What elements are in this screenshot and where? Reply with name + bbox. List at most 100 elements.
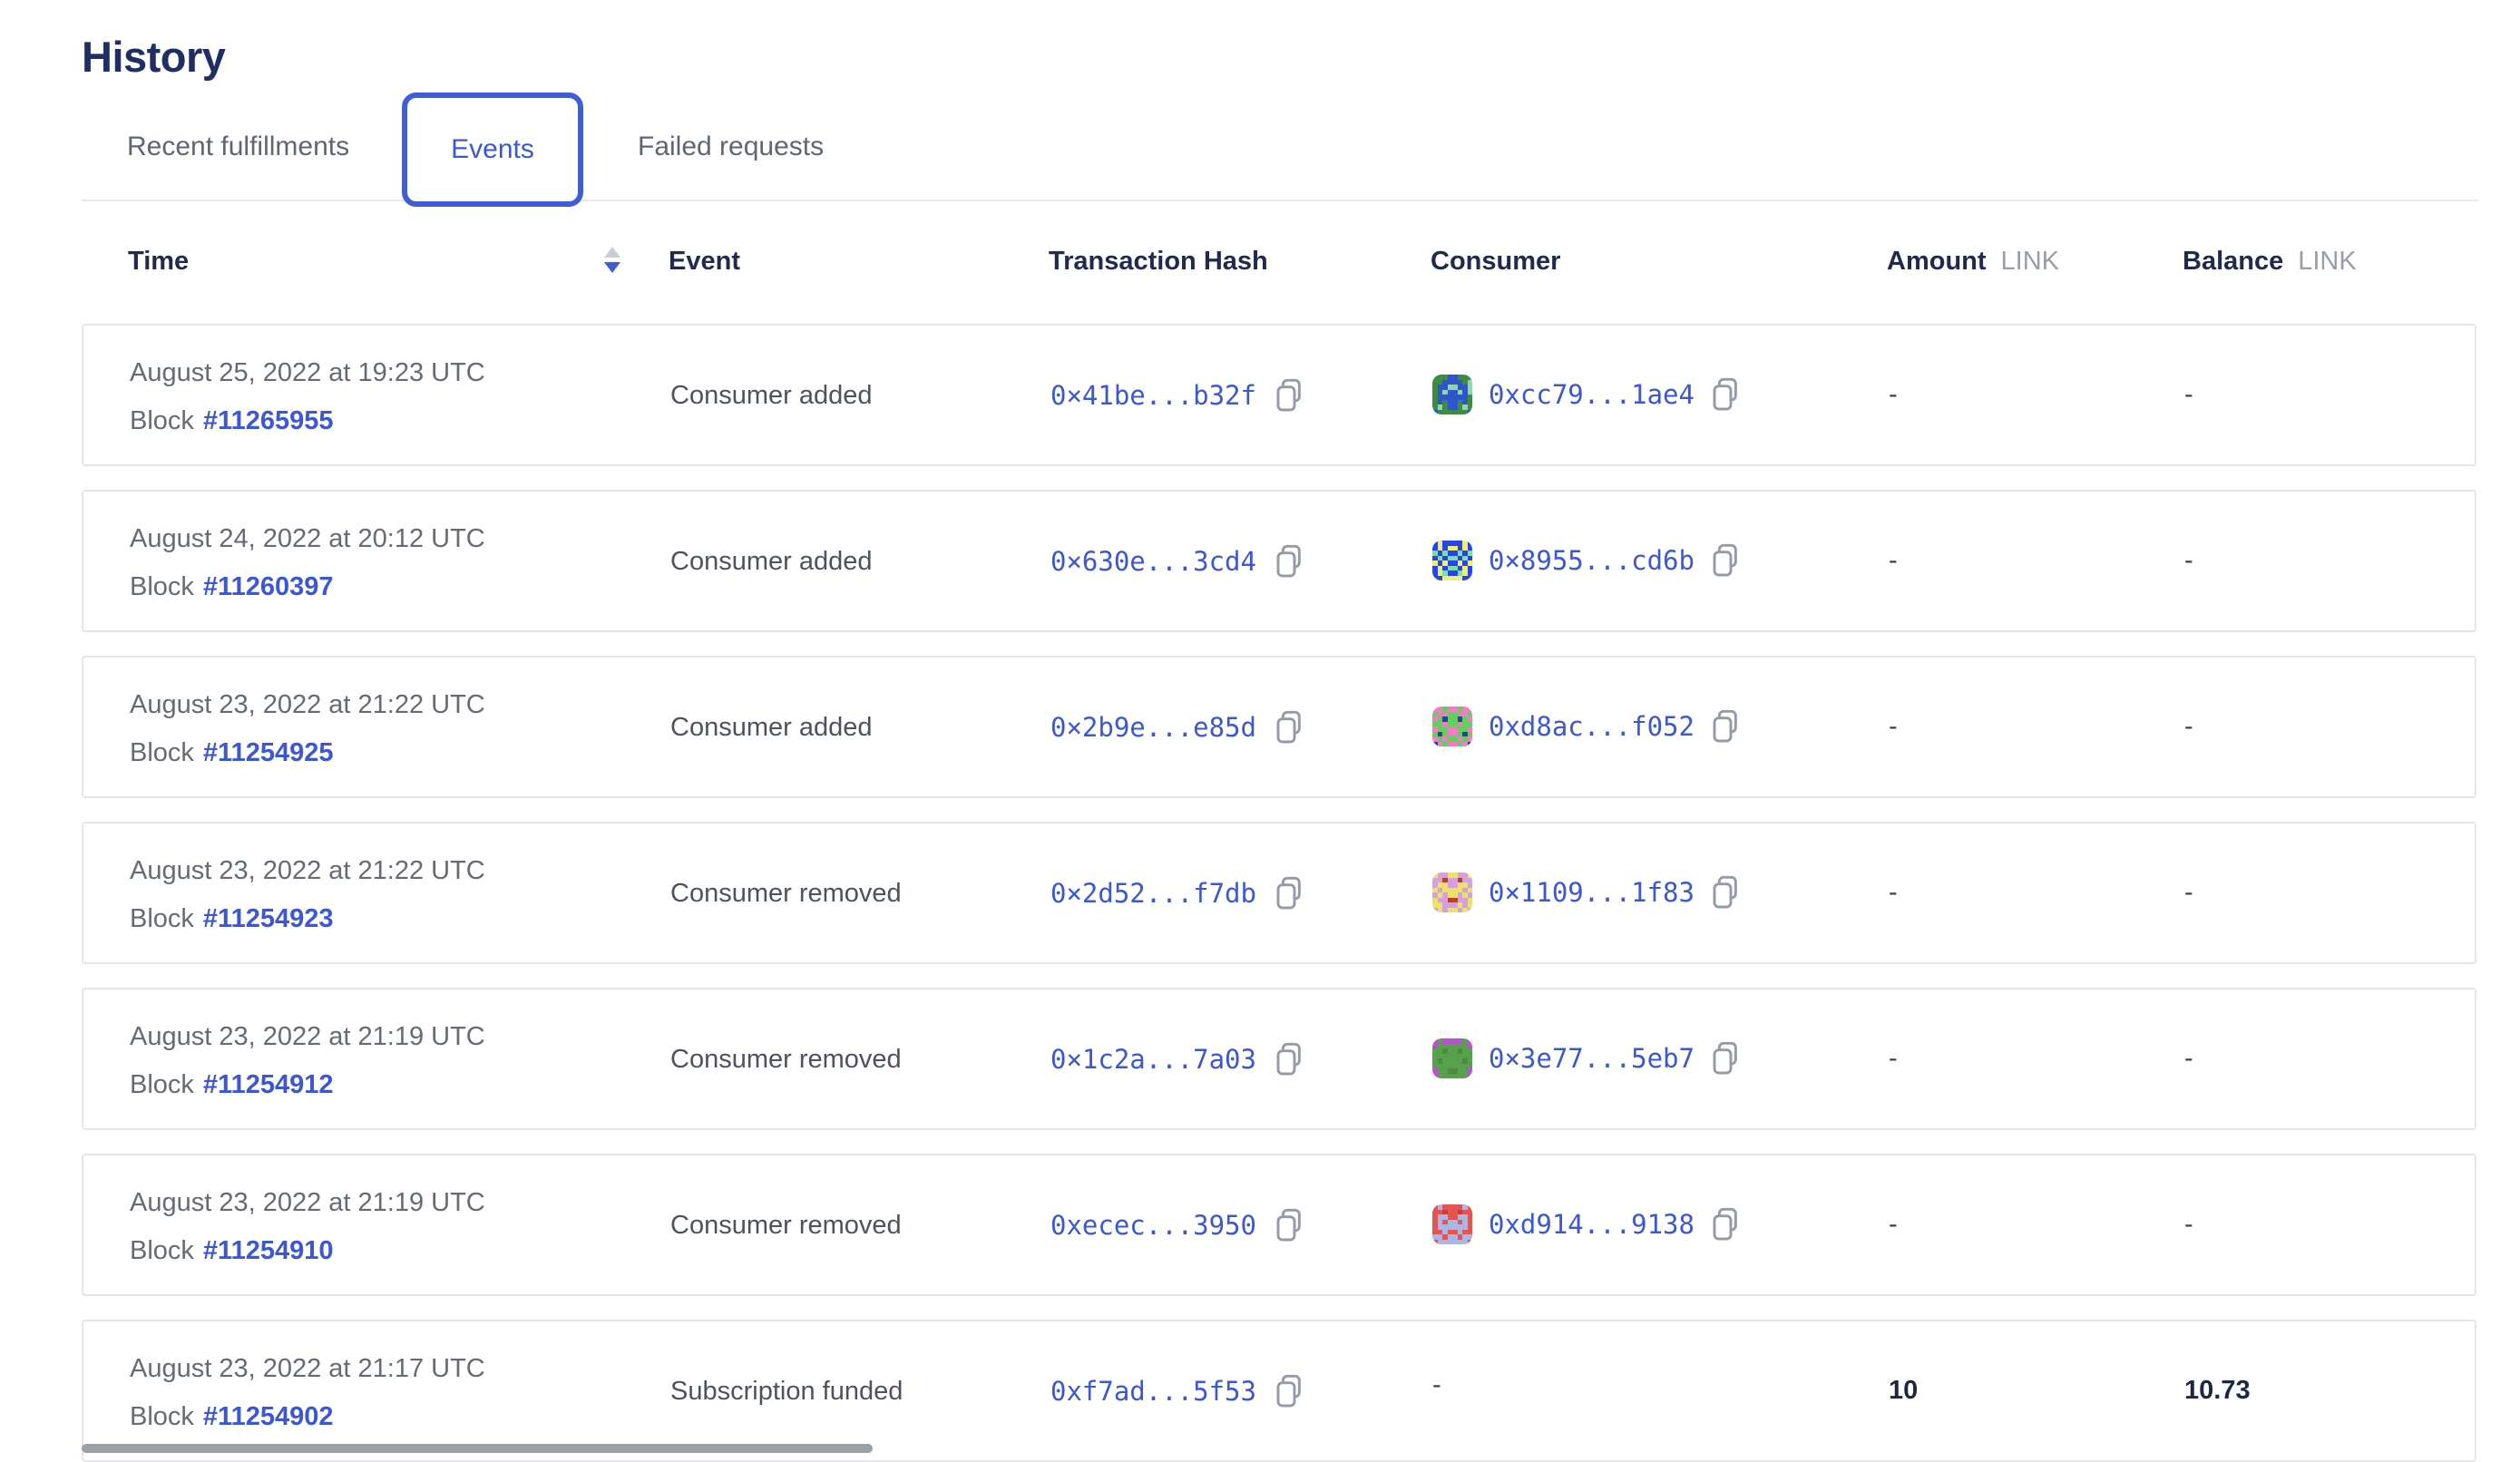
- tab-failed-requests[interactable]: Failed requests: [638, 132, 825, 161]
- identicon-pixel: [1442, 1063, 1448, 1068]
- table-row: August 25, 2022 at 19:23 UTC Block #112659…: [82, 324, 2476, 466]
- copy-icon[interactable]: [1711, 875, 1740, 910]
- tab-recent-fulfillments[interactable]: Recent fulfillments: [127, 132, 350, 161]
- identicon-pixel: [1442, 385, 1448, 390]
- consumer-address-link[interactable]: 0xd8ac...f052: [1489, 711, 1695, 742]
- consumer-address-link[interactable]: 0×1109...1f83: [1489, 877, 1695, 908]
- identicon-pixel: [1447, 1038, 1452, 1044]
- transaction-hash-link[interactable]: 0×1c2a...7a03: [1050, 1044, 1256, 1075]
- identicon-pixel: [1432, 375, 1438, 380]
- identicon-pixel: [1437, 1229, 1442, 1234]
- identicon-pixel: [1437, 1073, 1442, 1078]
- transaction-hash-link[interactable]: 0×2b9e...e85d: [1050, 712, 1256, 743]
- consumer-address-link[interactable]: 0×8955...cd6b: [1489, 545, 1695, 576]
- identicon-pixel: [1457, 404, 1462, 410]
- identicon-pixel: [1432, 395, 1438, 400]
- block-number-link[interactable]: #11260397: [202, 572, 334, 601]
- identicon-pixel: [1447, 551, 1452, 556]
- block-number-link[interactable]: #11254902: [202, 1402, 334, 1431]
- identicon-pixel: [1467, 545, 1472, 551]
- transaction-hash-link[interactable]: 0xecec...3950: [1050, 1210, 1256, 1241]
- identicon-pixel: [1432, 1209, 1438, 1214]
- identicon-pixel: [1467, 707, 1472, 712]
- identicon-pixel: [1452, 1053, 1458, 1058]
- identicon-pixel: [1462, 1224, 1468, 1230]
- transaction-hash-link[interactable]: 0×630e...3cd4: [1050, 546, 1256, 577]
- identicon-pixel: [1442, 707, 1448, 712]
- block-number-link[interactable]: #11254923: [202, 904, 334, 933]
- identicon-pixel: [1447, 1048, 1452, 1054]
- identicon-pixel: [1432, 907, 1438, 912]
- event-timestamp: August 23, 2022 at 21:19 UTC: [130, 1188, 485, 1217]
- event-type: Consumer added: [670, 547, 873, 576]
- copy-icon[interactable]: [1711, 1041, 1740, 1076]
- identicon-pixel: [1442, 1068, 1448, 1074]
- event-timestamp: August 23, 2022 at 21:22 UTC: [130, 690, 485, 719]
- transaction-hash-link[interactable]: 0×2d52...f7db: [1050, 878, 1256, 909]
- copy-icon[interactable]: [1275, 710, 1304, 745]
- identicon-pixel: [1442, 902, 1448, 908]
- consumer-address-link[interactable]: 0xd914...9138: [1489, 1209, 1695, 1240]
- transaction-hash-link[interactable]: 0×41be...b32f: [1050, 380, 1256, 411]
- horizontal-scrollbar-thumb[interactable]: [82, 1444, 873, 1453]
- consumer-address-link[interactable]: 0xcc79...1ae4: [1489, 379, 1695, 410]
- copy-icon[interactable]: [1711, 543, 1740, 578]
- identicon-pixel: [1437, 902, 1442, 908]
- identicon-pixel: [1432, 404, 1438, 410]
- block-number-link[interactable]: #11254925: [202, 738, 334, 767]
- identicon-pixel: [1432, 1234, 1438, 1240]
- transaction-hash-link[interactable]: 0xf7ad...5f53: [1050, 1376, 1256, 1407]
- table-row: August 23, 2022 at 21:17 UTC Block #112549…: [82, 1320, 2476, 1462]
- identicon-pixel: [1452, 545, 1458, 551]
- identicon-pixel: [1437, 1068, 1442, 1074]
- identicon-pixel: [1432, 565, 1438, 570]
- identicon-pixel: [1452, 404, 1458, 410]
- copy-icon[interactable]: [1711, 377, 1740, 412]
- event-type: Consumer removed: [670, 1045, 902, 1074]
- identicon-pixel: [1462, 545, 1468, 551]
- identicon-pixel: [1447, 721, 1452, 726]
- copy-icon[interactable]: [1275, 1208, 1304, 1243]
- identicon-pixel: [1467, 1053, 1472, 1058]
- identicon-pixel: [1452, 379, 1458, 385]
- consumer-address-link[interactable]: 0×3e77...5eb7: [1489, 1043, 1695, 1074]
- copy-icon[interactable]: [1275, 544, 1304, 579]
- identicon-pixel: [1437, 395, 1442, 400]
- identicon-pixel: [1432, 1214, 1438, 1220]
- amount-header-label: Amount: [1887, 247, 1987, 276]
- identicon-pixel: [1462, 385, 1468, 390]
- copy-icon[interactable]: [1275, 378, 1304, 413]
- identicon-pixel: [1467, 409, 1472, 414]
- identicon-pixel: [1432, 1239, 1438, 1244]
- transaction-hash-cell: 0xecec...3950: [1050, 1208, 1304, 1243]
- identicon-pixel: [1462, 1234, 1468, 1240]
- identicon-pixel: [1437, 1043, 1442, 1048]
- identicon-pixel: [1447, 711, 1452, 716]
- identicon-pixel: [1447, 379, 1452, 385]
- copy-icon[interactable]: [1275, 1374, 1304, 1408]
- copy-icon[interactable]: [1275, 1042, 1304, 1077]
- identicon-pixel: [1447, 897, 1452, 902]
- identicon-pixel: [1442, 560, 1448, 566]
- identicon-pixel: [1437, 570, 1442, 576]
- identicon-pixel: [1432, 726, 1438, 732]
- balance-header-label: Balance: [2183, 247, 2284, 276]
- identicon-pixel: [1437, 741, 1442, 746]
- copy-icon[interactable]: [1711, 1207, 1740, 1242]
- tab-events[interactable]: Events: [402, 93, 583, 207]
- sort-descending-icon[interactable]: [604, 247, 622, 276]
- copy-icon[interactable]: [1711, 709, 1740, 744]
- identicon-pixel: [1447, 1219, 1452, 1224]
- identicon-pixel: [1442, 389, 1448, 395]
- identicon-pixel: [1432, 872, 1438, 878]
- identicon-pixel: [1457, 731, 1462, 736]
- block-number-link[interactable]: #11254912: [202, 1070, 334, 1099]
- event-timestamp: August 23, 2022 at 21:22 UTC: [130, 856, 485, 885]
- block-number-link[interactable]: #11265955: [202, 406, 334, 435]
- copy-icon[interactable]: [1275, 876, 1304, 911]
- identicon-pixel: [1452, 736, 1458, 742]
- identicon-pixel: [1452, 1239, 1458, 1244]
- identicon-pixel: [1437, 385, 1442, 390]
- block-number-link[interactable]: #11254910: [202, 1236, 334, 1265]
- identicon-pixel: [1457, 907, 1462, 912]
